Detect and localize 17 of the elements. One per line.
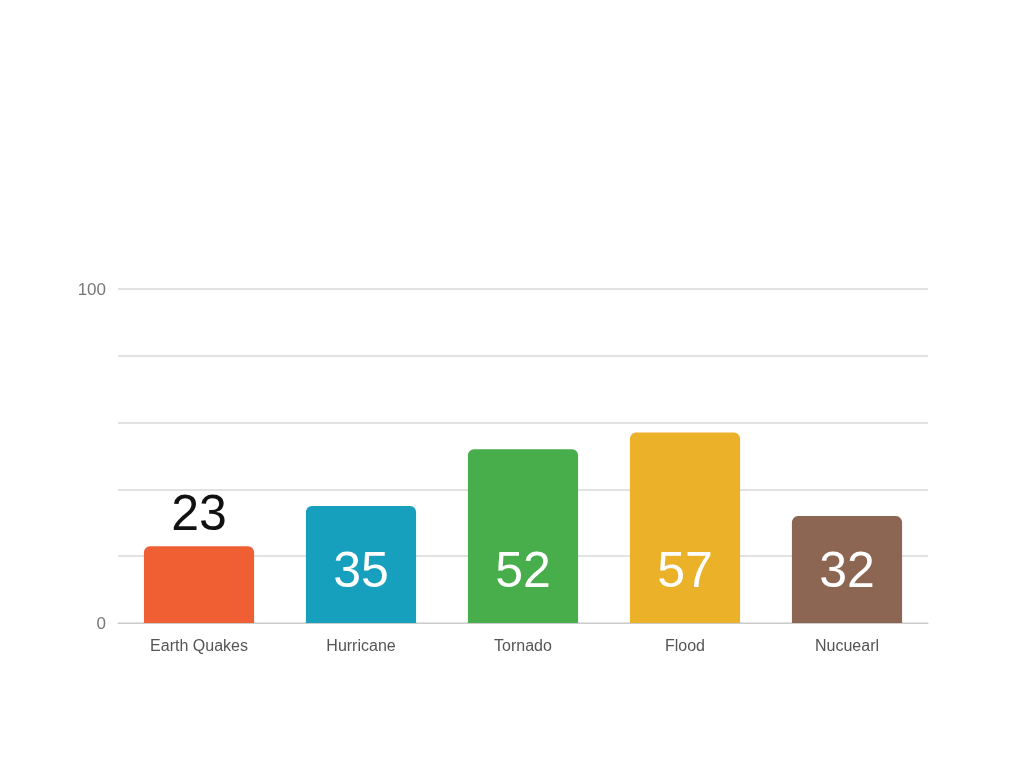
- bar: [143, 546, 255, 623]
- data-label: 35: [333, 542, 389, 598]
- x-tick-label: Nucuearl: [814, 636, 880, 654]
- data-label: 32: [819, 542, 875, 598]
- data-label: 57: [657, 542, 713, 598]
- data-label: 52: [495, 542, 551, 598]
- x-tick-label: Hurricane: [326, 636, 396, 654]
- x-tick-label: Flood: [664, 636, 706, 654]
- bar: [467, 449, 579, 623]
- bar: [305, 506, 417, 623]
- data-label: 23: [171, 485, 227, 542]
- x-tick-label: Tornado: [494, 636, 553, 654]
- bar: [629, 432, 741, 623]
- y-tick-label: 0: [96, 613, 106, 633]
- bar: [791, 516, 903, 623]
- y-tick-label: 100: [77, 279, 106, 299]
- x-tick-label: Earth Quakes: [150, 636, 248, 654]
